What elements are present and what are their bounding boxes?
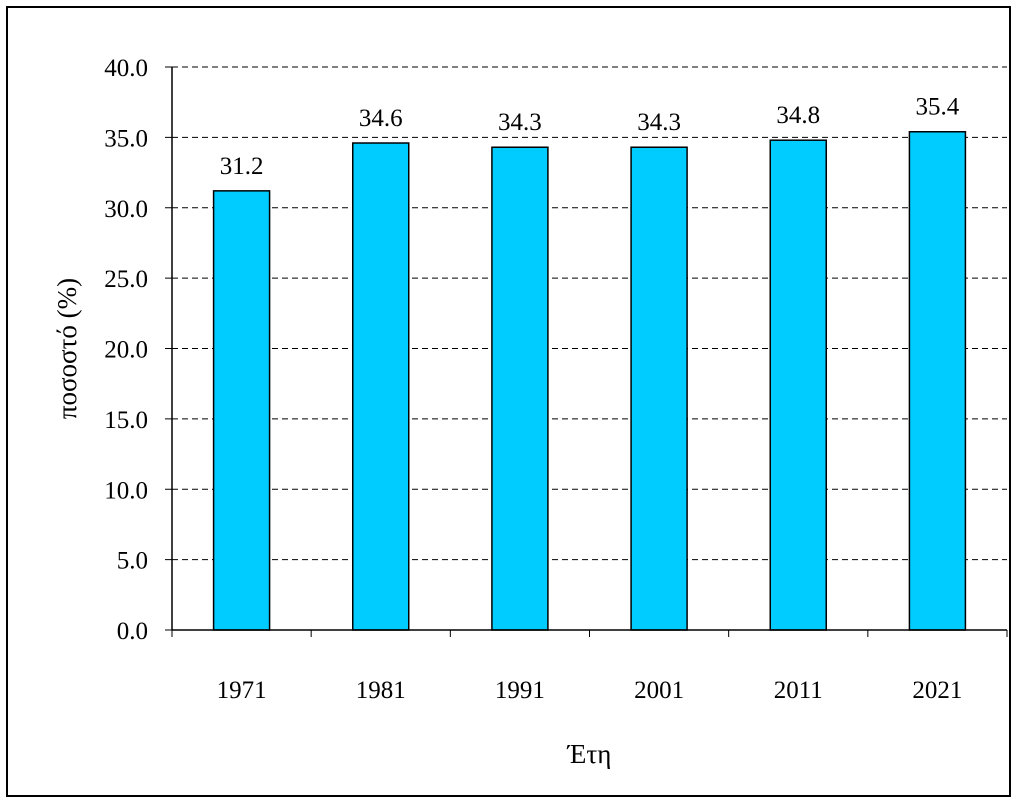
y-tick-label: 25.0 — [104, 266, 148, 293]
gridlines — [172, 66, 1007, 561]
y-tick-label: 10.0 — [104, 477, 148, 504]
bar — [769, 139, 827, 631]
y-tick-labels: 0.0 5.0 10.0 15.0 20.0 25.0 30.0 35.0 40.0 — [104, 55, 172, 645]
y-tick-label: 30.0 — [104, 196, 148, 223]
x-tick-label: 1981 — [356, 677, 406, 704]
data-label: 34.6 — [359, 105, 403, 132]
x-tick-label: 2021 — [912, 677, 962, 704]
data-label: 34.3 — [637, 109, 681, 136]
y-tick-label: 40.0 — [104, 55, 148, 82]
x-tick-label: 2011 — [774, 677, 823, 704]
x-tick-label: 2001 — [634, 677, 684, 704]
y-tick-label: 5.0 — [117, 548, 148, 575]
data-label: 34.3 — [498, 109, 542, 136]
data-labels: 31.2 34.6 34.3 34.3 34.8 35.4 — [220, 94, 960, 180]
x-axis-title: Έτη — [567, 739, 612, 769]
x-tick-labels: 1971 1981 1991 2001 2011 2021 — [171, 630, 1008, 704]
data-label: 31.2 — [220, 153, 264, 180]
bar — [352, 142, 410, 631]
bar — [491, 146, 549, 631]
y-tick-label: 0.0 — [117, 618, 148, 645]
y-axis-title: ποσοστό (%) — [52, 278, 82, 419]
bars — [212, 130, 967, 631]
data-label: 34.8 — [776, 102, 820, 129]
data-label: 35.4 — [916, 94, 960, 121]
x-tick-label: 1971 — [217, 677, 267, 704]
y-tick-label: 35.0 — [104, 125, 148, 152]
y-tick-label: 20.0 — [104, 337, 148, 364]
bar — [908, 130, 967, 631]
bar — [212, 190, 271, 631]
y-tick-label: 15.0 — [104, 407, 148, 434]
bar — [630, 146, 688, 631]
x-tick-label: 1991 — [495, 677, 545, 704]
